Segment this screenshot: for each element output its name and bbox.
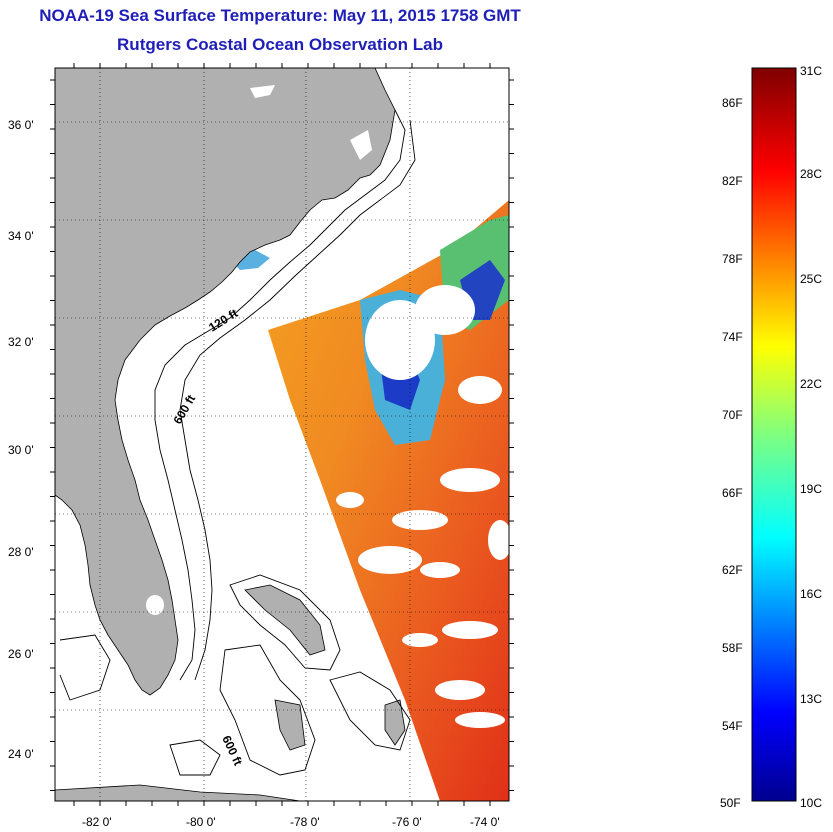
map-title: NOAA-19 Sea Surface Temperature: May 11,… — [39, 6, 521, 25]
cape-fear-warm-patch — [232, 250, 270, 270]
colorbar-c-label: 19C — [800, 482, 822, 496]
sst-swath — [268, 200, 509, 801]
cuba-coast — [55, 784, 301, 801]
colorbar-c-label: 31C — [800, 64, 822, 78]
latitude-labels: 36 0' 34 0' 32 0' 30 0' 28 0' 26 0' 24 0… — [8, 118, 34, 761]
lon-label: -74 0' — [470, 815, 500, 829]
colorbar-f-label: 54F — [722, 719, 743, 733]
colorbar-c-label: 22C — [800, 377, 822, 391]
lon-label: -82 0' — [82, 815, 112, 829]
lake-okeechobee — [146, 595, 164, 615]
colorbar-f-label: 58F — [722, 641, 743, 655]
map-subtitle: Rutgers Coastal Ocean Observation Lab — [117, 35, 443, 54]
albemarle-sound — [250, 85, 275, 98]
pamlico-sound — [350, 130, 372, 160]
lat-label: 32 0' — [8, 335, 34, 349]
lon-label: -78 0' — [290, 815, 320, 829]
lon-label: -80 0' — [186, 815, 216, 829]
land-us-east-coast — [55, 68, 396, 696]
lat-label: 28 0' — [8, 545, 34, 559]
colorbar-f-label: 82F — [722, 174, 743, 188]
fahrenheit-labels: 86F 82F 78F 74F 70F 66F 62F 58F 54F 50F — [720, 96, 743, 810]
colorbar-c-label: 13C — [800, 692, 822, 706]
colorbar-f-label: 50F — [720, 796, 741, 810]
colorbar-f-label: 66F — [722, 486, 743, 500]
axis-ticks — [50, 63, 514, 806]
colorbar-c-label: 28C — [800, 167, 822, 181]
colorbar-f-label: 70F — [722, 408, 743, 422]
colorbar-f-label: 74F — [722, 330, 743, 344]
lon-label: -76 0' — [392, 815, 422, 829]
bahamas-island — [244, 584, 326, 656]
colorbar-c-label: 25C — [800, 272, 822, 286]
lat-label: 36 0' — [8, 118, 34, 132]
lat-label: 34 0' — [8, 229, 34, 243]
celsius-labels: 31C 28C 25C 22C 19C 16C 13C 10C — [800, 64, 822, 810]
bathymetry-contours — [59, 109, 416, 776]
colorbar-f-label: 62F — [722, 563, 743, 577]
longitude-labels: -82 0' -80 0' -78 0' -76 0' -74 0' — [82, 815, 500, 829]
colorbar-f-label: 86F — [722, 96, 743, 110]
colorbar-c-label: 10C — [800, 796, 822, 810]
colorbar-f-label: 78F — [722, 252, 743, 266]
colorbar-c-label: 16C — [800, 587, 822, 601]
lat-label: 24 0' — [8, 747, 34, 761]
lat-label: 30 0' — [8, 443, 34, 457]
colorbar-ramp — [751, 67, 797, 802]
cloud-cover — [336, 285, 509, 728]
bahamas-island — [274, 699, 306, 751]
lat-label: 26 0' — [8, 647, 34, 661]
